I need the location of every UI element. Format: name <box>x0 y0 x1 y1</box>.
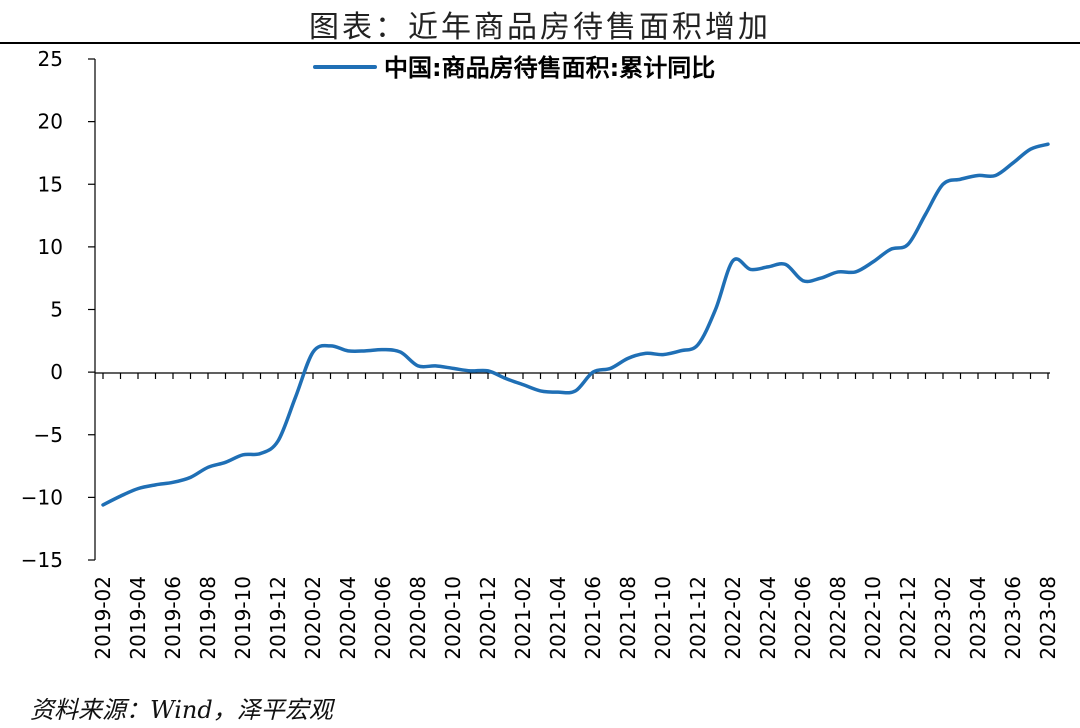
y-tick-label: 0 <box>50 360 63 384</box>
y-tick-label: 10 <box>38 235 63 259</box>
x-tick-label: 2019-12 <box>266 576 290 660</box>
x-tick-label: 2020-02 <box>301 576 325 660</box>
x-tick-label: 2021-08 <box>616 576 640 660</box>
x-tick-label: 2019-10 <box>231 576 255 660</box>
x-tick-label: 2019-06 <box>161 576 185 660</box>
x-tick-label: 2023-02 <box>931 576 955 660</box>
x-tick-label: 2022-02 <box>721 576 745 660</box>
x-tick-label: 2021-10 <box>651 576 675 660</box>
y-tick-label: 25 <box>38 47 63 71</box>
x-tick-label: 2020-06 <box>371 576 395 660</box>
legend: 中国:商品房待售面积:累计同比 <box>313 54 715 82</box>
x-tick-label: 2022-08 <box>826 576 850 660</box>
x-tick-label: 2022-12 <box>896 576 920 660</box>
y-tick-label: −15 <box>21 548 63 572</box>
x-tick-label: 2023-04 <box>966 576 990 660</box>
x-tick-label: 2019-08 <box>196 576 220 660</box>
series-line <box>101 142 1050 507</box>
y-tick-label: 20 <box>38 110 63 134</box>
y-tick-label: −5 <box>34 423 63 447</box>
x-tick-label: 2019-02 <box>91 576 115 660</box>
x-tick-label: 2019-04 <box>126 576 150 660</box>
x-tick-label: 2020-12 <box>476 576 500 660</box>
x-tick-label: 2022-04 <box>756 576 780 660</box>
x-tick-label: 2021-12 <box>686 576 710 660</box>
y-tick-label: −10 <box>21 485 63 509</box>
x-tick-label: 2021-04 <box>546 576 570 660</box>
x-tick-label: 2022-06 <box>791 576 815 660</box>
x-tick-label: 2021-02 <box>511 576 535 660</box>
x-axis: 2019-02 2019-04 2019-06 2019-08 2019-10 2019-… <box>91 372 1060 660</box>
x-tick-label: 2020-04 <box>336 576 360 660</box>
y-tick-label: 15 <box>38 172 63 196</box>
y-axis: 25 20 15 10 5 0 −5 −10 −15 <box>21 47 96 572</box>
series-layer <box>101 142 1050 507</box>
x-tick-label: 2022-10 <box>861 576 885 660</box>
y-tick-label: 5 <box>50 298 63 322</box>
source-note: 资料来源：Wind，泽平宏观 <box>30 696 333 724</box>
x-tick-label: 2020-10 <box>441 576 465 660</box>
x-tick-label: 2021-06 <box>581 576 605 660</box>
legend-label: 中国:商品房待售面积:累计同比 <box>384 54 715 82</box>
x-tick-label: 2023-06 <box>1001 576 1025 660</box>
chart-title: 图表：近年商品房待售面积增加 <box>309 10 771 45</box>
x-tick-label: 2020-08 <box>406 576 430 660</box>
x-tick-label: 2023-08 <box>1036 576 1060 660</box>
